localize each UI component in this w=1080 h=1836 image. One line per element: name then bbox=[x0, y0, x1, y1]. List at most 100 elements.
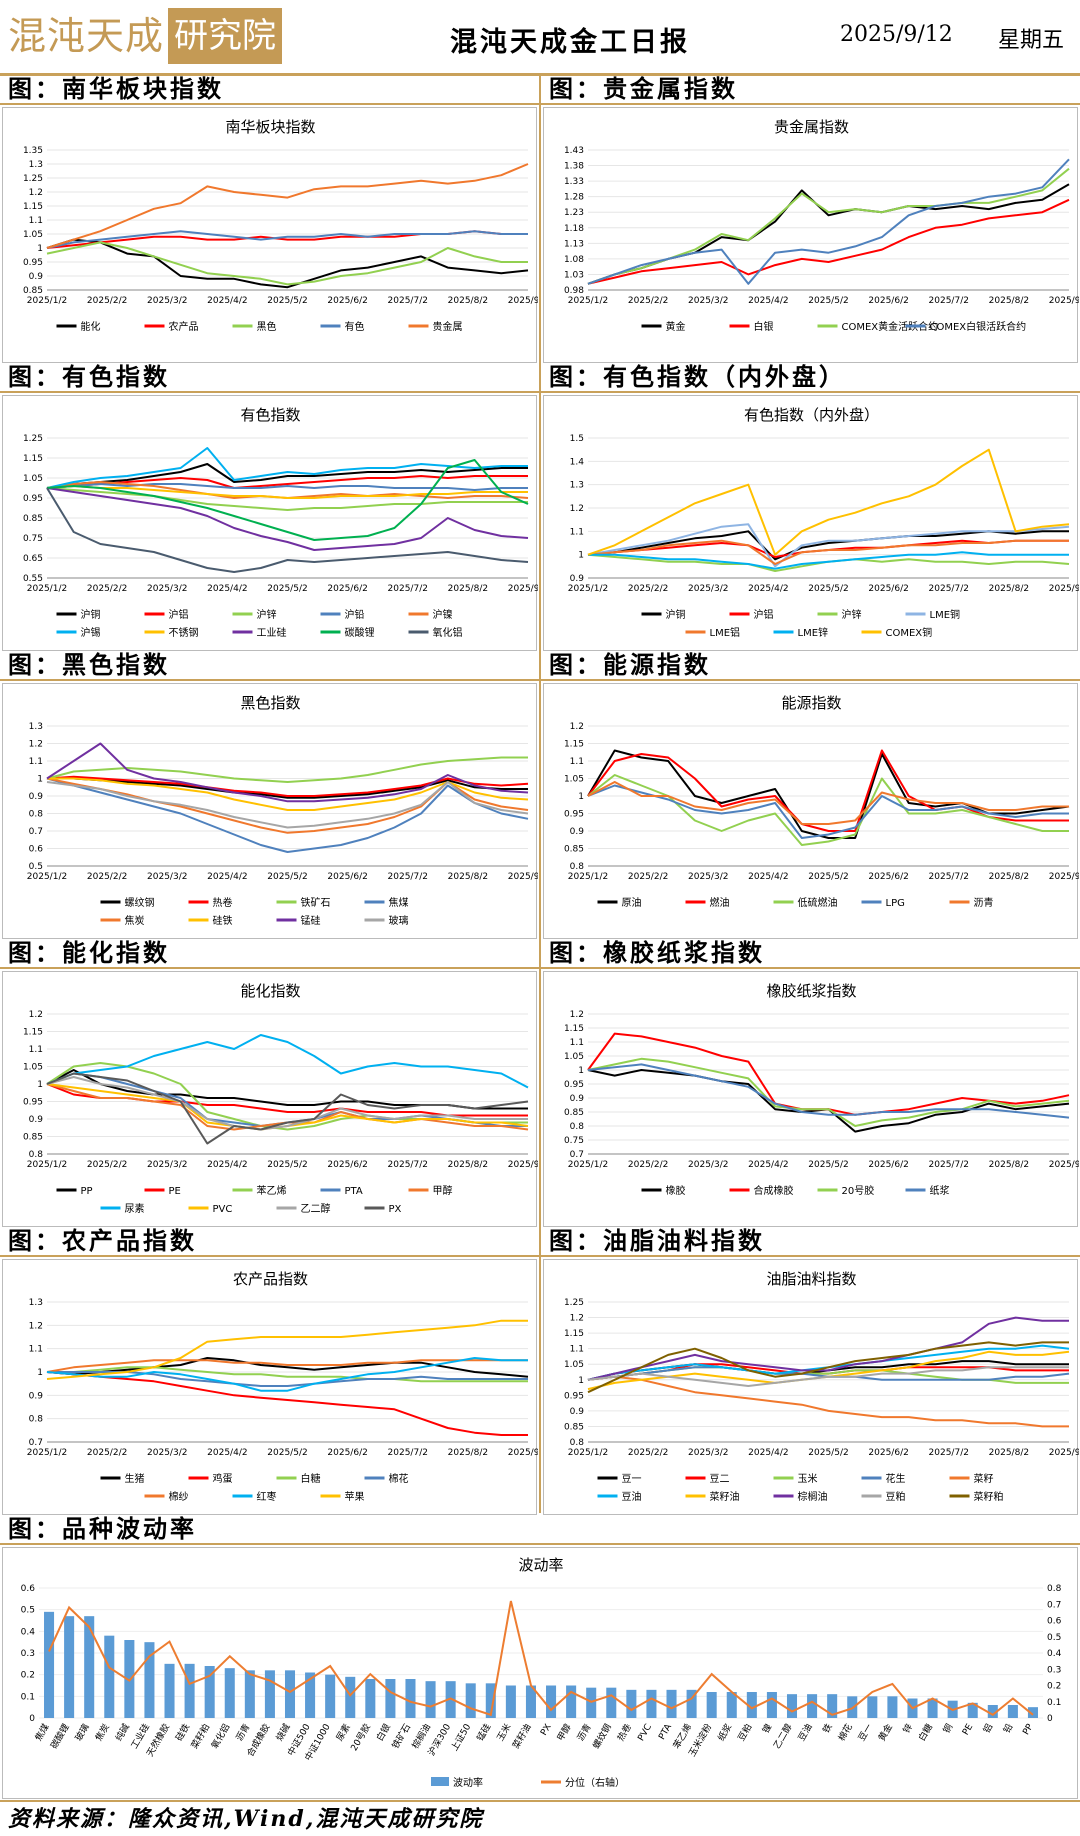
category-label: 白银 bbox=[374, 1722, 393, 1744]
legend-label: 乙二醇 bbox=[301, 1202, 331, 1215]
category-label: PVC bbox=[636, 1723, 654, 1743]
y-tick-label: 1.1 bbox=[29, 757, 43, 767]
y-tick-label: 1.05 bbox=[564, 1360, 584, 1370]
line-chart: 能源指数 0.8 0.85 0.9 0.95 1 1.05 1.1 1.15 1.2 2025/1/… bbox=[543, 683, 1079, 939]
volatility-bar bbox=[546, 1685, 557, 1718]
legend-label: 菜籽油 bbox=[710, 1490, 740, 1503]
legend-label: 20号胶 bbox=[842, 1184, 875, 1197]
legend-label: 能化 bbox=[81, 320, 101, 333]
legend-label: 沪铝 bbox=[169, 608, 189, 621]
series-line bbox=[46, 781, 529, 829]
legend-label: 沪锌 bbox=[842, 608, 862, 621]
y-tick-label: 0.95 bbox=[23, 1098, 43, 1108]
section-title: 图：油脂油料指数 bbox=[541, 1225, 1080, 1257]
y-tick-label: 0.9 bbox=[570, 1094, 585, 1104]
y-tick-label: 1.2 bbox=[570, 504, 584, 514]
y-tick-label-right: 0.8 bbox=[1047, 1584, 1062, 1594]
y-tick-label: 0.85 bbox=[564, 845, 584, 855]
section-title: 图：黑色指数 bbox=[0, 649, 539, 681]
column-divider bbox=[539, 937, 541, 1225]
legend-label: 棉花 bbox=[389, 1472, 409, 1485]
volatility-bar bbox=[887, 1696, 898, 1718]
y-tick-label: 0.85 bbox=[23, 286, 43, 296]
y-tick-label: 0.65 bbox=[23, 554, 43, 564]
legend-label: 热卷 bbox=[213, 896, 233, 909]
category-label: 棕榈油 bbox=[409, 1722, 433, 1751]
volatility-bar bbox=[365, 1679, 376, 1718]
series-line bbox=[46, 487, 528, 511]
y-tick-label: 0.8 bbox=[29, 1415, 44, 1425]
x-tick-label: 2025/4/2 bbox=[207, 872, 247, 882]
category-label: 铁 bbox=[820, 1722, 835, 1736]
line-chart: 有色指数 0.55 0.65 0.75 0.85 0.95 1.05 1.15 1.25 2025… bbox=[2, 395, 538, 651]
legend-label: PE bbox=[169, 1186, 181, 1197]
y-tick-label: 1.15 bbox=[564, 740, 584, 750]
chart-svg: 有色指数 0.55 0.65 0.75 0.85 0.95 1.05 1.15 1.25 2025… bbox=[23, 406, 538, 639]
legend-label: 低硫燃油 bbox=[798, 896, 838, 909]
x-tick-label: 2025/2/2 bbox=[628, 1448, 668, 1458]
section-title: 图：南华板块指数 bbox=[0, 73, 539, 105]
y-tick-label-right: 0 bbox=[1047, 1714, 1053, 1724]
y-tick-label: 1.15 bbox=[23, 202, 43, 212]
series-line bbox=[46, 775, 529, 797]
legend-label: 棉纱 bbox=[169, 1490, 189, 1503]
series-line bbox=[46, 459, 529, 541]
legend-label: 豆粕 bbox=[886, 1490, 906, 1503]
y-tick-label: 0.8 bbox=[570, 1438, 585, 1448]
x-tick-label: 2025/7/2 bbox=[388, 584, 428, 594]
x-tick-label: 2025/3/2 bbox=[147, 872, 187, 882]
x-tick-label: 2025/5/2 bbox=[808, 1160, 848, 1170]
category-label: 尿素 bbox=[333, 1722, 352, 1744]
legend-label: 玻璃 bbox=[389, 914, 409, 927]
volatility-bar bbox=[505, 1685, 516, 1718]
x-tick-label: 2025/8/2 bbox=[989, 296, 1029, 306]
y-tick-label: 1.25 bbox=[564, 1298, 584, 1308]
y-tick-label: 0.5 bbox=[29, 862, 43, 872]
x-tick-label: 2025/9/2 bbox=[1049, 1448, 1079, 1458]
y-tick-label: 1.5 bbox=[570, 434, 584, 444]
series-line bbox=[588, 551, 1069, 570]
category-label: 玉米 bbox=[494, 1722, 513, 1744]
legend-label: 合成橡胶 bbox=[754, 1184, 794, 1197]
y-tick-label: 0.85 bbox=[564, 1108, 584, 1118]
x-tick-label: 2025/5/2 bbox=[808, 1448, 848, 1458]
series-line bbox=[46, 1072, 529, 1145]
volatility-bar bbox=[84, 1616, 95, 1718]
series-line bbox=[46, 1034, 529, 1089]
line-chart: 有色指数（内外盘） 0.9 1 1.1 1.2 1.3 1.4 1.5 2025/1/2 2025… bbox=[543, 395, 1079, 651]
x-tick-label: 2025/6/2 bbox=[327, 1448, 367, 1458]
series-line bbox=[587, 1375, 1069, 1428]
x-tick-label: 2025/5/2 bbox=[267, 872, 307, 882]
y-tick-label: 1.3 bbox=[29, 160, 43, 170]
legend-label: 黄金 bbox=[666, 320, 686, 333]
legend-label: 燃油 bbox=[710, 896, 730, 909]
x-tick-label: 2025/9/2 bbox=[508, 1448, 538, 1458]
y-tick-label: 1 bbox=[37, 1368, 43, 1378]
series-line bbox=[46, 1357, 529, 1378]
legend-label: 农产品 bbox=[169, 320, 199, 333]
x-tick-label: 2025/6/2 bbox=[327, 296, 367, 306]
category-label: 甲醇 bbox=[554, 1722, 573, 1744]
x-tick-label: 2025/4/2 bbox=[207, 1448, 247, 1458]
x-tick-label: 2025/6/2 bbox=[868, 1160, 908, 1170]
chart-title: 农产品指数 bbox=[233, 1270, 308, 1288]
chart-svg: 黑色指数 0.5 0.6 0.7 0.8 0.9 1 1.1 1.2 1.3 2025/1/2 202… bbox=[27, 694, 538, 927]
category-label: 乙二醇 bbox=[771, 1722, 795, 1751]
y-tick-label: 0.8 bbox=[29, 1150, 44, 1160]
x-tick-label: 2025/6/2 bbox=[868, 296, 908, 306]
y-tick-label: 0.95 bbox=[564, 810, 584, 820]
x-tick-label: 2025/1/2 bbox=[27, 1448, 67, 1458]
x-tick-label: 2025/5/2 bbox=[808, 872, 848, 882]
chart-title: 南华板块指数 bbox=[225, 118, 315, 136]
y-tick-label: 1.08 bbox=[564, 255, 584, 265]
y-tick-label: 0.7 bbox=[29, 1438, 43, 1448]
legend-label: 菜籽 bbox=[974, 1473, 994, 1485]
chart-svg: 农产品指数 0.7 0.8 0.9 1 1.1 1.2 1.3 2025/1/2 2025/2/2… bbox=[27, 1270, 538, 1503]
x-tick-label: 2025/1/2 bbox=[27, 584, 67, 594]
series-line bbox=[46, 163, 529, 249]
report-date: 2025/9/12 bbox=[840, 22, 953, 47]
x-tick-label: 2025/4/2 bbox=[748, 872, 788, 882]
y-tick-label: 1 bbox=[37, 244, 43, 254]
chart-title: 橡胶纸浆指数 bbox=[766, 982, 856, 1000]
x-tick-label: 2025/9/2 bbox=[1049, 1160, 1079, 1170]
